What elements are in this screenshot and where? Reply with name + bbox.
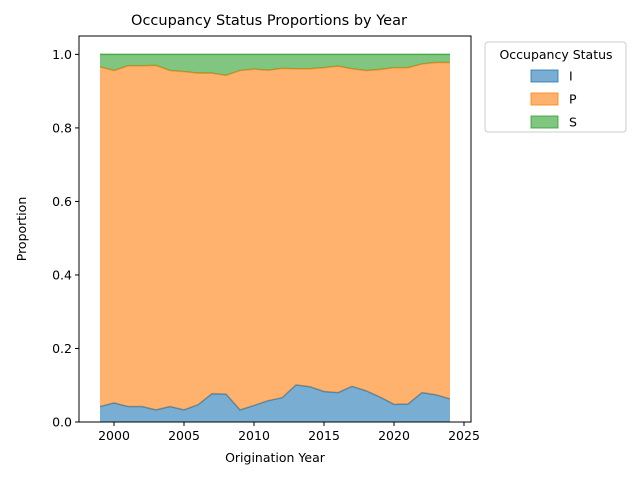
x-tick-label: 2000 <box>98 428 130 443</box>
x-tick-label: 2020 <box>378 428 410 443</box>
legend-swatch-S <box>530 115 559 129</box>
y-tick-label: 0.4 <box>52 267 72 282</box>
area-I <box>100 384 450 422</box>
plot-frame <box>78 35 472 423</box>
legend-label-P: P <box>569 92 577 107</box>
x-axis-label: Origination Year <box>225 450 326 465</box>
area-P <box>100 62 450 410</box>
legend-box <box>484 41 627 133</box>
chart-title: Occupancy Status Proportions by Year <box>131 13 407 29</box>
y-axis-ticks: 0.0 0.2 0.4 0.6 0.8 1.0 <box>52 47 79 430</box>
legend-label-I: I <box>569 69 573 84</box>
x-axis-ticks: 2000 2005 2010 2015 2020 2025 <box>98 422 480 443</box>
area-layers <box>99 53 451 422</box>
y-tick-label: 0.6 <box>52 194 72 209</box>
legend-title: Occupancy Status <box>499 47 612 62</box>
legend-swatch-I <box>530 69 559 83</box>
legend-swatch-P <box>530 92 559 106</box>
x-tick-label: 2025 <box>448 428 480 443</box>
legend-items: IPS <box>530 69 577 130</box>
y-tick-label: 0.2 <box>52 341 72 356</box>
legend-label-S: S <box>569 115 577 130</box>
y-tick-label: 1.0 <box>52 47 72 62</box>
y-tick-label: 0.0 <box>52 415 72 430</box>
legend: Occupancy Status IPS <box>484 41 627 133</box>
x-tick-label: 2015 <box>308 428 340 443</box>
x-tick-label: 2005 <box>168 428 200 443</box>
x-tick-label: 2010 <box>238 428 270 443</box>
y-tick-label: 0.8 <box>52 120 72 135</box>
area-S <box>100 54 450 76</box>
y-axis-label: Proportion <box>14 197 29 262</box>
